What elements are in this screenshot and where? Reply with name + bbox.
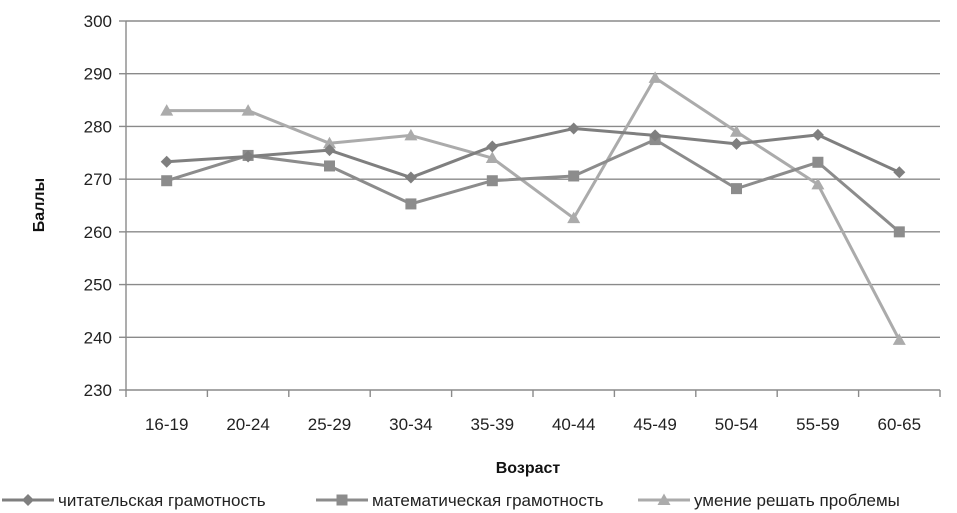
y-tick-label: 270 <box>84 170 112 189</box>
data-point <box>649 129 662 142</box>
series-line <box>166 76 901 341</box>
legend-label: умение решать проблемы <box>694 491 900 510</box>
data-point <box>812 156 824 168</box>
y-tick-label: 290 <box>84 65 112 84</box>
data-point <box>893 226 905 238</box>
data-point <box>160 104 174 116</box>
y-axis-title: Баллы <box>31 178 48 232</box>
data-point <box>730 125 743 137</box>
data-point <box>567 211 581 224</box>
series-line <box>166 127 900 180</box>
series-square <box>161 134 905 238</box>
data-point <box>892 333 906 345</box>
legend-item: математическая грамотность <box>316 491 604 510</box>
data-point <box>323 144 336 157</box>
legend-label: читательская грамотность <box>58 491 266 510</box>
x-tick-label: 25-29 <box>308 415 351 434</box>
series-line <box>166 138 901 233</box>
axes <box>119 20 941 397</box>
data-point <box>893 166 906 179</box>
legend-label: математическая грамотность <box>372 491 604 510</box>
x-tick-label: 16-19 <box>145 415 188 434</box>
data-point <box>241 104 255 116</box>
y-tick-label: 240 <box>84 328 112 347</box>
data-point <box>811 177 825 190</box>
data-point <box>161 175 173 187</box>
legend-item: читательская грамотность <box>2 491 266 510</box>
x-tick-label: 55-59 <box>796 415 839 434</box>
y-tick-label: 230 <box>84 381 112 400</box>
series-triangle <box>160 71 906 345</box>
x-tick-label: 40-44 <box>552 415 595 434</box>
x-tick-label: 30-34 <box>389 415 432 434</box>
data-point <box>568 170 580 182</box>
data-point <box>404 128 418 141</box>
x-tick-labels: 16-19 20-24 25-29 30-34 35-39 40-44 45-49 50-54… <box>145 415 921 434</box>
legend-marker <box>336 494 348 506</box>
data-point <box>405 198 417 210</box>
x-tick-label: 20-24 <box>226 415 269 434</box>
y-tick-label: 300 <box>84 12 112 31</box>
legend-item: умение решать проблемы <box>638 491 900 510</box>
data-point <box>486 175 498 187</box>
x-axis-title: Возраст <box>496 460 561 477</box>
x-tick-label: 50-54 <box>715 415 758 434</box>
data-point <box>567 122 580 135</box>
data-point <box>323 136 336 149</box>
series-diamond <box>160 122 906 184</box>
data-point <box>486 140 499 153</box>
legend-marker <box>22 494 34 506</box>
data-point <box>731 183 742 195</box>
y-tick-label: 280 <box>84 117 112 136</box>
data-point <box>811 128 824 141</box>
data-point <box>485 151 499 164</box>
legend-marker <box>657 493 671 505</box>
data-point <box>404 171 417 184</box>
x-tick-label: 35-39 <box>471 415 514 434</box>
data-point <box>648 71 662 83</box>
series-group <box>160 71 906 345</box>
x-tick-label: 60-65 <box>878 415 921 434</box>
y-tick-label: 260 <box>84 223 112 242</box>
data-point <box>160 155 173 168</box>
gridlines <box>126 20 940 338</box>
data-point <box>324 160 335 172</box>
x-tick-label: 45-49 <box>633 415 676 434</box>
data-point <box>242 150 255 163</box>
data-point <box>730 137 743 150</box>
legend: читательская грамотность математическая г… <box>2 491 900 510</box>
y-tick-labels: 230 240 250 260 270 280 290 300 <box>84 12 112 400</box>
y-tick-label: 250 <box>84 276 112 295</box>
